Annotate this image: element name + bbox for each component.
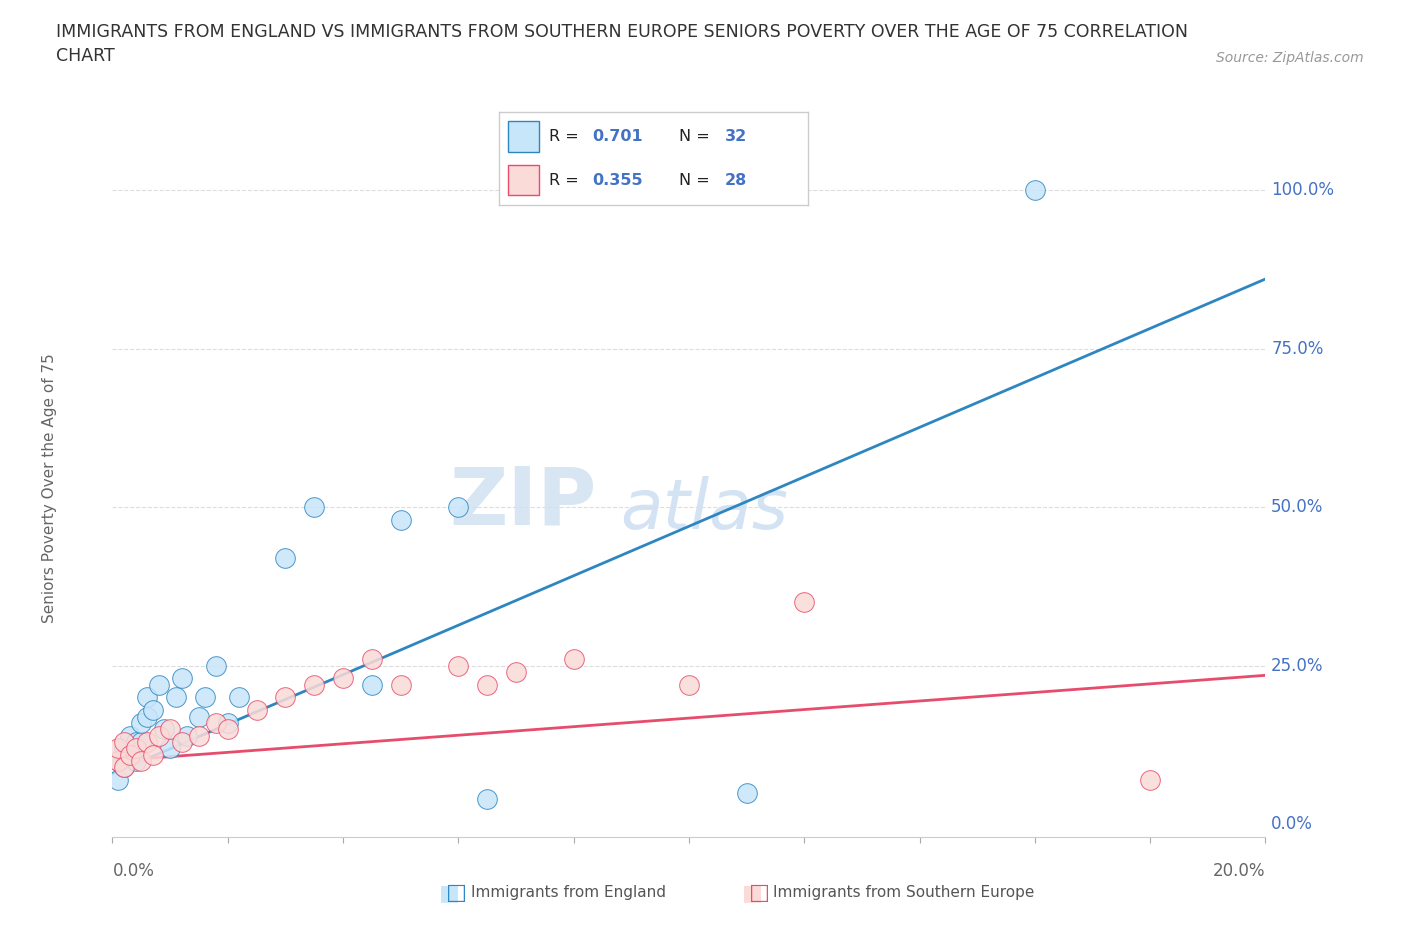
Point [360,652,382,667]
Point [678,677,700,692]
Point [142,747,165,762]
Text: 0.0%: 0.0% [1271,816,1313,833]
Text: 50.0%: 50.0% [1271,498,1323,516]
Point [129,715,153,730]
Point [188,728,211,743]
Point [107,753,129,768]
Point [118,747,141,762]
Point [1139,773,1161,788]
Text: □: □ [749,883,769,903]
Point [217,715,239,730]
FancyBboxPatch shape [509,121,540,152]
Point [274,551,297,565]
FancyBboxPatch shape [509,165,540,195]
Text: ■: ■ [440,883,460,903]
Point [505,665,527,680]
Point [124,735,146,750]
Point [107,741,129,756]
Point [107,753,129,768]
Point [107,773,129,788]
Point [148,677,170,692]
Point [124,741,146,756]
Point [360,677,382,692]
Point [170,735,193,750]
Text: atlas: atlas [620,475,787,543]
Point [793,595,815,610]
Text: R =: R = [548,173,583,188]
Text: Source: ZipAtlas.com: Source: ZipAtlas.com [1216,51,1364,65]
Point [389,512,412,527]
Point [159,741,181,756]
Point [447,658,470,673]
Text: Immigrants from England: Immigrants from England [471,885,666,900]
Point [228,690,250,705]
Point [245,703,267,718]
Point [475,791,498,806]
Point [136,690,159,705]
Text: 28: 28 [725,173,747,188]
Point [304,677,326,692]
Point [159,722,181,737]
Text: 0.701: 0.701 [592,129,643,144]
Point [165,690,187,705]
Point [112,760,135,775]
Point [205,658,228,673]
Point [332,671,354,686]
Text: 20.0%: 20.0% [1213,862,1265,881]
Text: IMMIGRANTS FROM ENGLAND VS IMMIGRANTS FROM SOUTHERN EUROPE SENIORS POVERTY OVER : IMMIGRANTS FROM ENGLAND VS IMMIGRANTS FR… [56,23,1188,65]
Point [1024,183,1046,198]
Point [389,677,412,692]
Point [217,722,239,737]
Point [153,722,176,737]
Point [136,709,159,724]
Text: 100.0%: 100.0% [1271,181,1334,199]
Point [194,690,217,705]
Text: 0.355: 0.355 [592,173,643,188]
Point [188,709,211,724]
Point [562,652,585,667]
Point [129,753,153,768]
Point [304,499,326,514]
Text: N =: N = [679,173,714,188]
Point [124,753,146,768]
Point [142,703,165,718]
Text: 0.0%: 0.0% [112,862,155,881]
Text: Seniors Poverty Over the Age of 75: Seniors Poverty Over the Age of 75 [42,353,56,623]
Point [176,728,198,743]
Text: 75.0%: 75.0% [1271,339,1323,358]
Point [129,735,153,750]
Point [136,735,159,750]
Text: Immigrants from Southern Europe: Immigrants from Southern Europe [773,885,1035,900]
Text: □: □ [447,883,467,903]
Point [447,499,470,514]
Point [205,715,228,730]
Point [112,741,135,756]
Text: R =: R = [548,129,583,144]
Point [112,735,135,750]
Point [118,728,141,743]
Text: ■: ■ [742,883,762,903]
Text: 32: 32 [725,129,747,144]
Point [735,785,758,800]
Point [475,677,498,692]
Point [170,671,193,686]
Text: ZIP: ZIP [450,463,596,541]
Text: N =: N = [679,129,714,144]
Point [148,728,170,743]
Point [274,690,297,705]
Point [112,760,135,775]
Point [118,747,141,762]
Text: 25.0%: 25.0% [1271,657,1323,675]
